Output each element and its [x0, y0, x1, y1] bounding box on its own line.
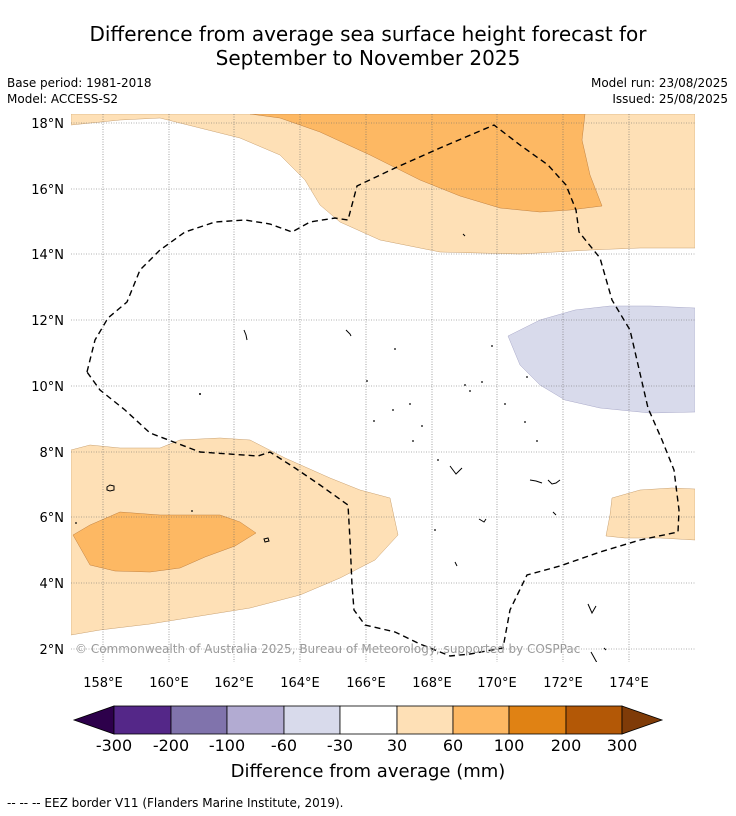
colorbar-tick: 30	[387, 736, 407, 755]
lat-tick-labels: 2°N 4°N 6°N 8°N 10°N 12°N 14°N 16°N 18°N	[31, 117, 64, 658]
lat-tick: 2°N	[40, 643, 65, 658]
gridlines	[71, 114, 695, 662]
map-area: © Commonwealth of Australia 2025, Bureau…	[71, 114, 695, 662]
colorbar-segment	[508, 705, 567, 735]
colorbar-extend-high	[621, 705, 664, 735]
lon-tick: 158°E	[83, 676, 123, 691]
contour-60-100-southwest	[72, 511, 257, 573]
model-label: Model: ACCESS-S2	[7, 92, 119, 106]
colorbar-tick: -200	[153, 736, 189, 755]
lat-tick: 18°N	[31, 117, 64, 132]
lon-tick: 162°E	[214, 676, 254, 691]
colorbar-title: Difference from average (mm)	[230, 761, 506, 782]
contour-60-100-north	[249, 114, 603, 213]
colorbar-tick: -100	[209, 736, 245, 755]
lon-tick: 174°E	[609, 676, 649, 691]
colorbar-tick: -60	[271, 736, 297, 755]
lon-tick-labels: 158°E 160°E 162°E 164°E 166°E 168°E 170°…	[83, 676, 649, 691]
island-small-2	[345, 329, 352, 337]
metadata-left: Base period: 1981-2018 Model: ACCESS-S2	[7, 75, 152, 107]
island-mili	[587, 603, 597, 615]
island-dots	[75, 345, 538, 531]
island-small-6	[603, 647, 607, 651]
island-majuro	[547, 479, 561, 485]
island-pohnpei	[106, 484, 115, 492]
colorbar-tick: 60	[443, 736, 463, 755]
lon-tick: 170°E	[477, 676, 517, 691]
issued-label: Issued: 25/08/2025	[612, 92, 728, 106]
colorbar-tick-labels: -300 -200 -100 -60 -30 30 60 100 200 300	[96, 736, 637, 755]
copyright-notice: © Commonwealth of Australia 2025, Bureau…	[75, 642, 580, 656]
lon-tick: 172°E	[543, 676, 583, 691]
model-run-label: Model run: 23/08/2025	[590, 76, 728, 90]
colorbar-segment	[170, 705, 228, 735]
eez-footnote: -- -- -- EEZ border V11 (Flanders Marine…	[7, 796, 344, 810]
base-period-label: Base period: 1981-2018	[7, 76, 152, 90]
colorbar-tick: -30	[327, 736, 353, 755]
colorbar	[72, 705, 664, 735]
colorbar-segment	[113, 705, 172, 735]
metadata-right: Model run: 23/08/2025 Issued: 25/08/2025	[591, 75, 728, 107]
lat-tick: 12°N	[31, 314, 64, 329]
title-line-1: Difference from average sea surface heig…	[89, 22, 647, 46]
island-small-4	[478, 518, 487, 523]
island-tarawa	[590, 651, 598, 662]
lat-tick: 4°N	[40, 577, 65, 592]
colorbar-tick: 300	[607, 736, 638, 755]
colorbar-segment	[452, 705, 510, 735]
colorbar-tick: 100	[494, 736, 525, 755]
island-arno	[552, 511, 557, 516]
lon-tick: 164°E	[280, 676, 320, 691]
colorbar-segment	[565, 705, 623, 735]
chart-title: Difference from average sea surface heig…	[0, 22, 736, 70]
colorbar-segment	[339, 705, 398, 735]
colorbar-tick: 200	[551, 736, 582, 755]
contour-neg30-neg60-east	[507, 305, 695, 414]
island-small-3	[462, 233, 466, 237]
lat-tick: 8°N	[40, 446, 65, 461]
lon-tick: 160°E	[149, 676, 189, 691]
colorbar-segment	[283, 705, 341, 735]
island-small-1	[243, 329, 248, 341]
colorbar-extend-low	[72, 705, 115, 735]
lon-tick: 168°E	[412, 676, 452, 691]
lat-tick: 14°N	[31, 248, 64, 263]
island-small-5	[454, 561, 458, 567]
lat-tick: 6°N	[40, 511, 65, 526]
lon-tick: 166°E	[346, 676, 386, 691]
lat-tick: 10°N	[31, 380, 64, 395]
colorbar-tick: -300	[96, 736, 132, 755]
island-kosrae	[263, 537, 270, 543]
lat-tick: 16°N	[31, 183, 64, 198]
contour-30-60-east	[605, 487, 695, 541]
colorbar-segment	[226, 705, 285, 735]
eez-border	[86, 124, 680, 657]
title-line-2: September to November 2025	[215, 46, 521, 70]
island-jaluit	[529, 479, 543, 484]
colorbar-segment	[396, 705, 454, 735]
island-kwajalein	[449, 465, 463, 475]
islands	[106, 233, 607, 662]
